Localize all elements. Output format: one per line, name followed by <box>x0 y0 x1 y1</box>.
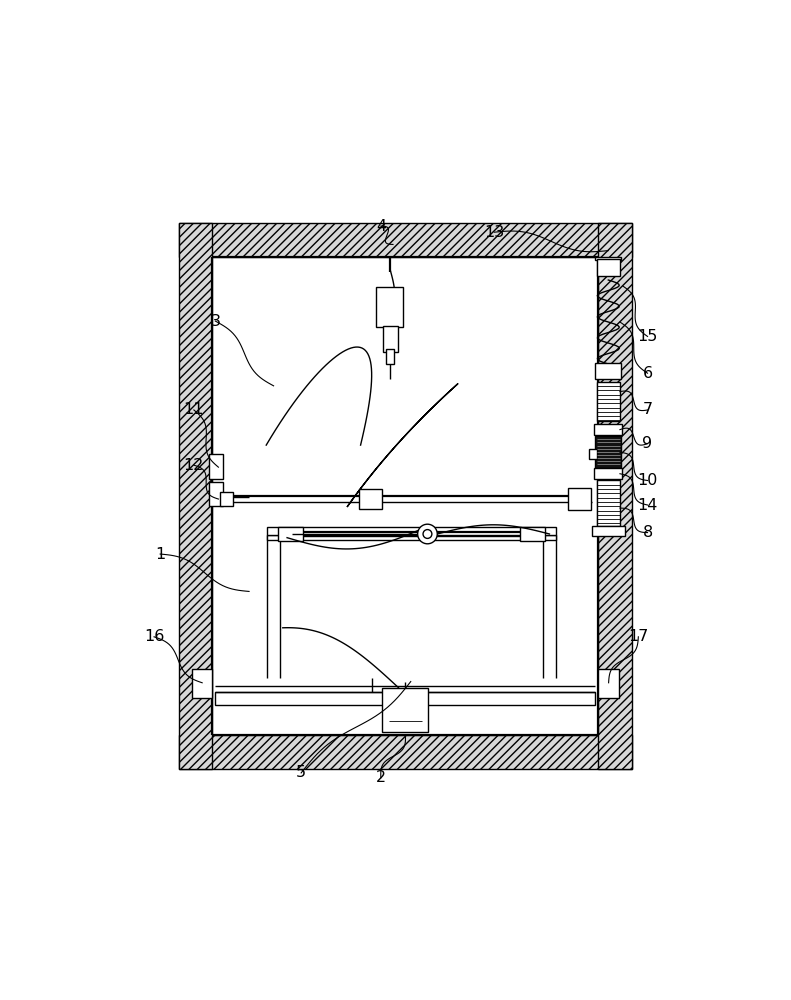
Text: 4: 4 <box>376 219 386 234</box>
Bar <box>592 526 625 536</box>
Text: 1: 1 <box>155 547 165 562</box>
Bar <box>594 468 623 479</box>
Text: 3: 3 <box>210 314 221 329</box>
Bar <box>520 527 544 541</box>
Bar <box>278 527 303 541</box>
Text: 12: 12 <box>184 458 204 473</box>
Bar <box>179 223 212 769</box>
Text: 8: 8 <box>642 525 653 540</box>
Bar <box>386 349 394 364</box>
Bar <box>359 489 382 509</box>
Bar <box>267 527 555 535</box>
Text: 17: 17 <box>628 629 649 644</box>
Bar <box>599 669 619 698</box>
Bar <box>212 257 599 735</box>
Bar <box>599 223 632 769</box>
Bar <box>383 326 398 352</box>
Bar <box>594 424 623 435</box>
Text: 9: 9 <box>642 436 653 451</box>
Text: 7: 7 <box>642 402 653 417</box>
Bar <box>596 436 621 468</box>
Bar <box>596 257 621 260</box>
Bar <box>179 223 632 257</box>
Circle shape <box>423 530 432 538</box>
Bar <box>596 480 620 526</box>
Text: 2: 2 <box>376 770 386 785</box>
Text: 11: 11 <box>184 402 204 417</box>
Bar <box>220 492 233 506</box>
Circle shape <box>418 524 437 544</box>
Text: 16: 16 <box>144 629 165 644</box>
Bar <box>589 449 596 459</box>
Text: 14: 14 <box>638 497 658 512</box>
Bar <box>596 259 620 276</box>
Text: 6: 6 <box>642 366 653 381</box>
Bar <box>215 692 596 705</box>
Bar <box>377 287 403 327</box>
Bar <box>596 363 621 379</box>
Bar <box>382 688 429 732</box>
Text: 10: 10 <box>638 473 658 488</box>
Bar <box>596 382 620 421</box>
Text: 5: 5 <box>296 765 306 780</box>
Bar <box>192 669 212 698</box>
Text: 15: 15 <box>638 329 658 344</box>
Bar <box>209 482 223 506</box>
Bar <box>179 735 632 769</box>
Bar <box>568 488 591 510</box>
Bar <box>267 535 555 540</box>
Bar <box>209 454 223 479</box>
Text: 13: 13 <box>484 225 505 240</box>
